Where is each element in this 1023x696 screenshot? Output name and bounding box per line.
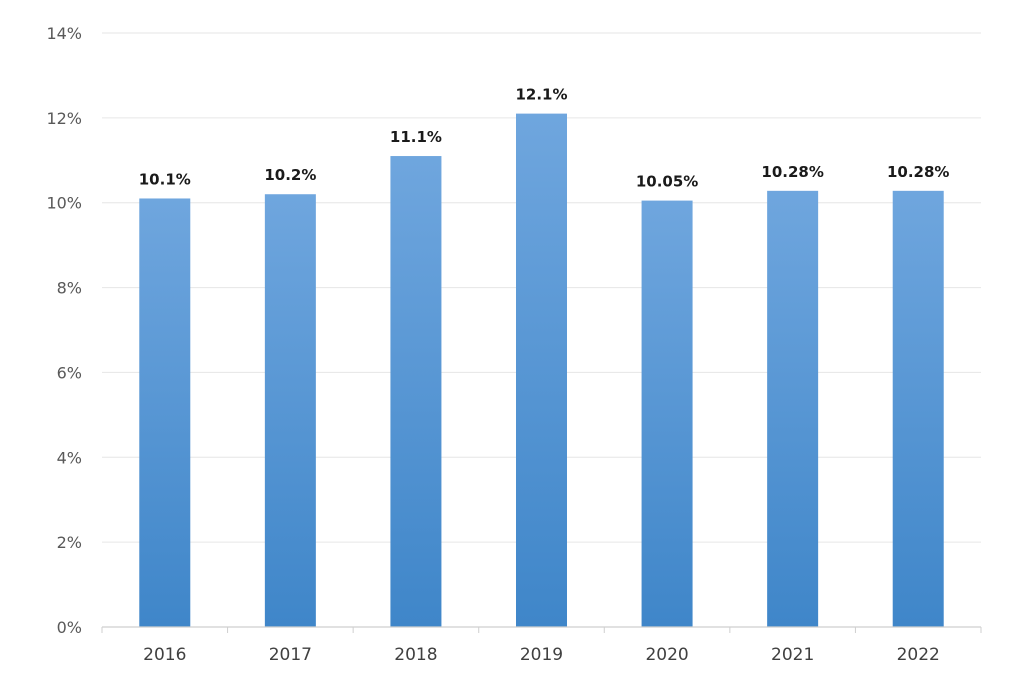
y-tick-label: 12% — [46, 109, 82, 128]
x-tick-label: 2019 — [520, 645, 563, 665]
labels: 0% 2% 4% 6% 8% 10% 12% 14% 2016 10.1% 2017 10.2% 201… — [46, 24, 949, 665]
y-tick-label: 2% — [57, 533, 82, 552]
x-tick-label: 2022 — [897, 645, 940, 665]
data-label: 10.28% — [761, 163, 823, 181]
x-tick-label: 2016 — [143, 645, 186, 665]
bars — [139, 113, 944, 628]
x-tick-label: 2018 — [394, 645, 437, 665]
y-tick-label: 10% — [46, 194, 82, 213]
x-tick-label: 2020 — [645, 645, 688, 665]
bar-2022 — [892, 190, 944, 627]
bar-2018 — [390, 156, 442, 628]
y-tick-label: 0% — [57, 618, 82, 637]
x-tick-label: 2017 — [269, 645, 312, 665]
data-label: 10.2% — [264, 166, 316, 184]
bar-2016 — [139, 198, 191, 627]
data-label: 10.28% — [887, 163, 949, 181]
data-label: 12.1% — [515, 86, 567, 104]
x-tick-label: 2021 — [771, 645, 814, 665]
y-tick-label: 4% — [57, 448, 82, 467]
y-tick-label: 14% — [46, 24, 82, 43]
bar-2020 — [641, 200, 693, 628]
y-tick-label: 8% — [57, 279, 82, 298]
data-label: 10.1% — [139, 170, 191, 188]
bar-2021 — [767, 190, 819, 627]
bar-2017 — [264, 194, 316, 627]
bar-2019 — [516, 113, 567, 628]
data-label: 10.05% — [636, 173, 698, 191]
y-tick-label: 6% — [57, 363, 82, 382]
axes — [101, 626, 982, 633]
data-label: 11.1% — [390, 128, 442, 146]
